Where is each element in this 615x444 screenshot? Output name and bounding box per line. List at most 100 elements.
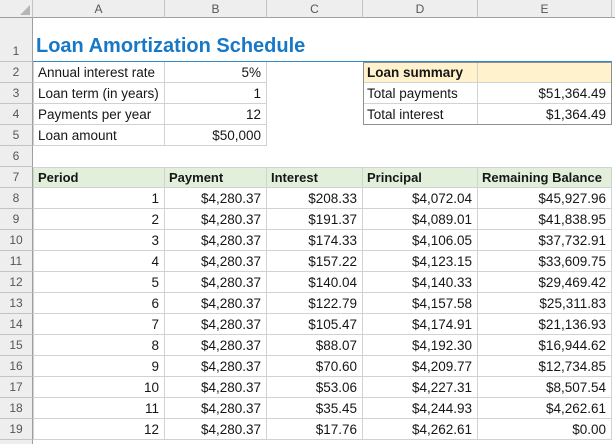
cell-D7-header[interactable]: Principal bbox=[363, 167, 478, 188]
cell-A15[interactable]: 8 bbox=[33, 335, 165, 356]
cell-A16[interactable]: 9 bbox=[33, 356, 165, 377]
cell-B19[interactable]: $4,280.37 bbox=[165, 419, 267, 440]
cell-E9[interactable]: $41,838.95 bbox=[478, 209, 612, 230]
cell-B5[interactable]: $50,000 bbox=[165, 125, 267, 146]
cell-C7-header[interactable]: Interest bbox=[267, 167, 363, 188]
cell-B17[interactable]: $4,280.37 bbox=[165, 377, 267, 398]
row-header-5[interactable]: 5 bbox=[0, 125, 33, 146]
cell-C12[interactable]: $140.04 bbox=[267, 272, 363, 293]
cell-A8[interactable]: 1 bbox=[33, 188, 165, 209]
cell-C16[interactable]: $70.60 bbox=[267, 356, 363, 377]
cell-E17[interactable]: $8,507.54 bbox=[478, 377, 612, 398]
cell-A5[interactable]: Loan amount bbox=[33, 125, 165, 146]
cell-D19[interactable]: $4,262.61 bbox=[363, 419, 478, 440]
cell-B2[interactable]: 5% bbox=[165, 62, 267, 83]
row-header-18[interactable]: 18 bbox=[0, 398, 33, 419]
row-header-12[interactable]: 12 bbox=[0, 272, 33, 293]
cell-E15[interactable]: $16,944.62 bbox=[478, 335, 612, 356]
row-header-10[interactable]: 10 bbox=[0, 230, 33, 251]
column-header-E[interactable]: E bbox=[478, 0, 612, 18]
cell-D3[interactable]: Total payments bbox=[363, 83, 478, 104]
cell-B11[interactable]: $4,280.37 bbox=[165, 251, 267, 272]
row-header-15[interactable]: 15 bbox=[0, 335, 33, 356]
cell-A9[interactable]: 2 bbox=[33, 209, 165, 230]
cell-A10[interactable]: 3 bbox=[33, 230, 165, 251]
cell-B3[interactable]: 1 bbox=[165, 83, 267, 104]
row-header-17[interactable]: 17 bbox=[0, 377, 33, 398]
cell-A13[interactable]: 6 bbox=[33, 293, 165, 314]
cell-A12[interactable]: 5 bbox=[33, 272, 165, 293]
cell-E12[interactable]: $29,469.42 bbox=[478, 272, 612, 293]
column-header-C[interactable]: C bbox=[267, 0, 363, 18]
cell-C9[interactable]: $191.37 bbox=[267, 209, 363, 230]
cell-B4[interactable]: 12 bbox=[165, 104, 267, 125]
cell-A14[interactable]: 7 bbox=[33, 314, 165, 335]
cell-D18[interactable]: $4,244.93 bbox=[363, 398, 478, 419]
cell-E7-header[interactable]: Remaining Balance bbox=[478, 167, 612, 188]
cell-B7-header[interactable]: Payment bbox=[165, 167, 267, 188]
column-header-B[interactable]: B bbox=[165, 0, 267, 18]
cell-D17[interactable]: $4,227.31 bbox=[363, 377, 478, 398]
cell-A18[interactable]: 11 bbox=[33, 398, 165, 419]
cell-D15[interactable]: $4,192.30 bbox=[363, 335, 478, 356]
cell-C13[interactable]: $122.79 bbox=[267, 293, 363, 314]
cell-E8[interactable]: $45,927.96 bbox=[478, 188, 612, 209]
row-header-3[interactable]: 3 bbox=[0, 83, 33, 104]
cell-A2[interactable]: Annual interest rate bbox=[33, 62, 165, 83]
cell-E11[interactable]: $33,609.75 bbox=[478, 251, 612, 272]
cell-D11[interactable]: $4,123.15 bbox=[363, 251, 478, 272]
cell-C19[interactable]: $17.76 bbox=[267, 419, 363, 440]
cell-D9[interactable]: $4,089.01 bbox=[363, 209, 478, 230]
cell-B10[interactable]: $4,280.37 bbox=[165, 230, 267, 251]
cell-B12[interactable]: $4,280.37 bbox=[165, 272, 267, 293]
cell-C14[interactable]: $105.47 bbox=[267, 314, 363, 335]
cell-D4[interactable]: Total interest bbox=[363, 104, 478, 125]
cell-A7-header[interactable]: Period bbox=[33, 167, 165, 188]
row-header-4[interactable]: 4 bbox=[0, 104, 33, 125]
cell-B9[interactable]: $4,280.37 bbox=[165, 209, 267, 230]
cell-C10[interactable]: $174.33 bbox=[267, 230, 363, 251]
cell-C8[interactable]: $208.33 bbox=[267, 188, 363, 209]
row-header-16[interactable]: 16 bbox=[0, 356, 33, 377]
cell-D16[interactable]: $4,209.77 bbox=[363, 356, 478, 377]
row-header-7[interactable]: 7 bbox=[0, 167, 33, 188]
row-header-8[interactable]: 8 bbox=[0, 188, 33, 209]
select-all-button[interactable] bbox=[0, 0, 33, 18]
cell-C18[interactable]: $35.45 bbox=[267, 398, 363, 419]
row-header-14[interactable]: 14 bbox=[0, 314, 33, 335]
sheet-title-cell[interactable]: Loan Amortization Schedule bbox=[33, 18, 612, 62]
row-header-9[interactable]: 9 bbox=[0, 209, 33, 230]
cell-D2-loan-summary[interactable]: Loan summary bbox=[363, 62, 478, 83]
cell-E4[interactable]: $1,364.49 bbox=[478, 104, 612, 125]
cell-E16[interactable]: $12,734.85 bbox=[478, 356, 612, 377]
cell-B14[interactable]: $4,280.37 bbox=[165, 314, 267, 335]
cell-C17[interactable]: $53.06 bbox=[267, 377, 363, 398]
cell-A17[interactable]: 10 bbox=[33, 377, 165, 398]
cell-A3[interactable]: Loan term (in years) bbox=[33, 83, 165, 104]
cell-B16[interactable]: $4,280.37 bbox=[165, 356, 267, 377]
row-header-1[interactable]: 1 bbox=[0, 18, 33, 62]
cell-E2[interactable] bbox=[478, 62, 612, 83]
cell-D12[interactable]: $4,140.33 bbox=[363, 272, 478, 293]
cell-E19[interactable]: $0.00 bbox=[478, 419, 612, 440]
row-header-11[interactable]: 11 bbox=[0, 251, 33, 272]
column-header-A[interactable]: A bbox=[33, 0, 165, 18]
cell-E3[interactable]: $51,364.49 bbox=[478, 83, 612, 104]
cell-D8[interactable]: $4,072.04 bbox=[363, 188, 478, 209]
cell-C15[interactable]: $88.07 bbox=[267, 335, 363, 356]
cell-A11[interactable]: 4 bbox=[33, 251, 165, 272]
cell-B15[interactable]: $4,280.37 bbox=[165, 335, 267, 356]
row-header-13[interactable]: 13 bbox=[0, 293, 33, 314]
cell-E18[interactable]: $4,262.61 bbox=[478, 398, 612, 419]
cell-E13[interactable]: $25,311.83 bbox=[478, 293, 612, 314]
cell-B13[interactable]: $4,280.37 bbox=[165, 293, 267, 314]
cell-D13[interactable]: $4,157.58 bbox=[363, 293, 478, 314]
row-header-19[interactable]: 19 bbox=[0, 419, 33, 440]
cell-D10[interactable]: $4,106.05 bbox=[363, 230, 478, 251]
cell-C11[interactable]: $157.22 bbox=[267, 251, 363, 272]
row-header-2[interactable]: 2 bbox=[0, 62, 33, 83]
row-header-6[interactable]: 6 bbox=[0, 146, 33, 167]
cell-D14[interactable]: $4,174.91 bbox=[363, 314, 478, 335]
cell-A4[interactable]: Payments per year bbox=[33, 104, 165, 125]
cell-A19[interactable]: 12 bbox=[33, 419, 165, 440]
